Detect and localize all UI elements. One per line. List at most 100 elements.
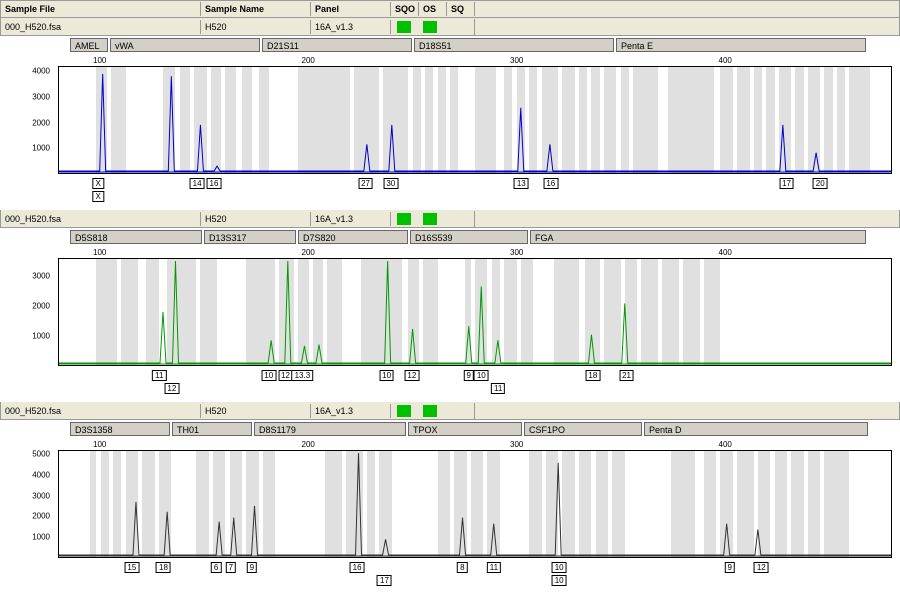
- allele-call-box[interactable]: 10: [474, 370, 489, 381]
- panel-cell: 16A_v1.3: [311, 212, 391, 226]
- allele-call-box[interactable]: 17: [377, 575, 392, 586]
- y-tick-label: 4000: [32, 67, 50, 76]
- x-tick-label: 100: [93, 440, 106, 449]
- allele-call-box[interactable]: 11: [491, 383, 505, 394]
- status-indicator: [397, 213, 411, 225]
- locus-label[interactable]: D21S11: [262, 38, 412, 52]
- column-header: Panel: [311, 2, 391, 16]
- allele-call-box[interactable]: 11: [487, 562, 501, 573]
- allele-call-box[interactable]: 21: [619, 370, 634, 381]
- locus-label[interactable]: Penta E: [616, 38, 866, 52]
- allele-call-box[interactable]: 13.3: [292, 370, 314, 381]
- locus-label[interactable]: D3S1358: [70, 422, 170, 436]
- x-tick-label: 100: [93, 56, 106, 65]
- plot-area[interactable]: [58, 450, 892, 558]
- allele-call-box[interactable]: 9: [463, 370, 473, 381]
- allele-call-box[interactable]: 13: [514, 178, 529, 189]
- status-cells: [391, 403, 475, 419]
- allele-call-box[interactable]: 18: [585, 370, 600, 381]
- x-tick-label: 300: [510, 440, 523, 449]
- x-tick-label: 200: [302, 440, 315, 449]
- allele-call-box[interactable]: 16: [350, 562, 365, 573]
- y-axis: 1000200030004000: [4, 66, 54, 174]
- status-indicator: [397, 405, 411, 417]
- allele-call-box[interactable]: 11: [152, 370, 166, 381]
- plot-area[interactable]: [58, 258, 892, 366]
- allele-call-row: 1710: [54, 575, 896, 588]
- trace-line: [59, 261, 891, 363]
- allele-call-box[interactable]: 10: [261, 370, 276, 381]
- allele-call-box[interactable]: 12: [754, 562, 769, 573]
- allele-call-box[interactable]: 6: [211, 562, 221, 573]
- allele-call-box[interactable]: 12: [164, 383, 179, 394]
- status-indicator: [397, 21, 411, 33]
- allele-call-box[interactable]: 12: [404, 370, 419, 381]
- locus-label[interactable]: FGA: [530, 230, 866, 244]
- locus-label[interactable]: D18S51: [414, 38, 614, 52]
- electropherogram-chart: 100200300400100020003000: [4, 248, 896, 366]
- allele-call-box[interactable]: 7: [226, 562, 236, 573]
- locus-label[interactable]: D7S820: [298, 230, 408, 244]
- locus-label[interactable]: D16S539: [410, 230, 528, 244]
- allele-call-box[interactable]: 17: [779, 178, 794, 189]
- allele-call-box[interactable]: 20: [813, 178, 828, 189]
- y-tick-label: 2000: [32, 512, 50, 521]
- allele-call-box[interactable]: 27: [358, 178, 373, 189]
- sample-name-cell: H520: [201, 212, 311, 226]
- allele-call-box[interactable]: 8: [457, 562, 467, 573]
- locus-labels-row: D3S1358TH01D8S1179TPOXCSF1POPenta D: [0, 420, 900, 438]
- status-cells: [391, 211, 475, 227]
- allele-call-box[interactable]: 16: [543, 178, 558, 189]
- locus-label[interactable]: TPOX: [408, 422, 522, 436]
- x-tick-label: 400: [719, 56, 732, 65]
- locus-label[interactable]: D13S317: [204, 230, 296, 244]
- plot-area[interactable]: [58, 66, 892, 174]
- allele-call-box[interactable]: 10: [379, 370, 394, 381]
- allele-call-box[interactable]: 30: [383, 178, 398, 189]
- locus-labels-row: D5S818D13S317D7S820D16S539FGA: [0, 228, 900, 246]
- y-tick-label: 1000: [32, 533, 50, 542]
- allele-call-box[interactable]: 9: [724, 562, 734, 573]
- status-indicator: [423, 21, 437, 33]
- panel-cell: 16A_v1.3: [311, 404, 391, 418]
- allele-call-box[interactable]: 14: [190, 178, 205, 189]
- y-tick-label: 3000: [32, 491, 50, 500]
- allele-call-box[interactable]: 18: [156, 562, 171, 573]
- x-tick-label: 400: [719, 440, 732, 449]
- allele-call-box[interactable]: 9: [247, 562, 257, 573]
- panel-info-row: 000_H520.fsaH52016A_v1.3: [0, 210, 900, 228]
- allele-call-box[interactable]: 10: [552, 575, 567, 586]
- allele-call-box[interactable]: 16: [207, 178, 222, 189]
- y-tick-label: 1000: [32, 332, 50, 341]
- x-tick-label: 200: [302, 248, 315, 257]
- locus-label[interactable]: CSF1PO: [524, 422, 642, 436]
- panel-cell: 16A_v1.3: [311, 20, 391, 34]
- status-indicator: [423, 213, 437, 225]
- x-tick-label: 300: [510, 56, 523, 65]
- locus-label[interactable]: AMEL: [70, 38, 108, 52]
- y-axis: 1000 2000 3000: [4, 258, 54, 366]
- column-header-row: Sample FileSample NamePanelSQOOSSQ: [0, 0, 900, 18]
- x-tick-label: 300: [510, 248, 523, 257]
- locus-label[interactable]: D5S818: [70, 230, 202, 244]
- locus-label[interactable]: TH01: [172, 422, 252, 436]
- allele-call-box[interactable]: X: [93, 191, 104, 202]
- column-header: SQ: [447, 2, 475, 16]
- locus-labels-row: AMELvWAD21S11D18S51Penta E: [0, 36, 900, 54]
- trace-svg: [59, 451, 891, 557]
- panel-info-row: 000_H520.fsaH52016A_v1.3: [0, 18, 900, 36]
- trace-svg: [59, 259, 891, 365]
- allele-call-box[interactable]: 15: [124, 562, 139, 573]
- y-tick-label: 4000: [32, 470, 50, 479]
- y-tick-label: 2000: [32, 302, 50, 311]
- status-indicator: [423, 405, 437, 417]
- locus-label[interactable]: D8S1179: [254, 422, 406, 436]
- locus-label[interactable]: Penta D: [644, 422, 868, 436]
- y-tick-label: 2000: [32, 118, 50, 127]
- x-axis: 100200300400: [58, 56, 892, 66]
- locus-label[interactable]: vWA: [110, 38, 260, 52]
- y-tick-label: 3000: [32, 271, 50, 280]
- allele-call-box[interactable]: 10: [552, 562, 567, 573]
- sample-file-cell: 000_H520.fsa: [1, 404, 201, 418]
- allele-call-box[interactable]: X: [93, 178, 104, 189]
